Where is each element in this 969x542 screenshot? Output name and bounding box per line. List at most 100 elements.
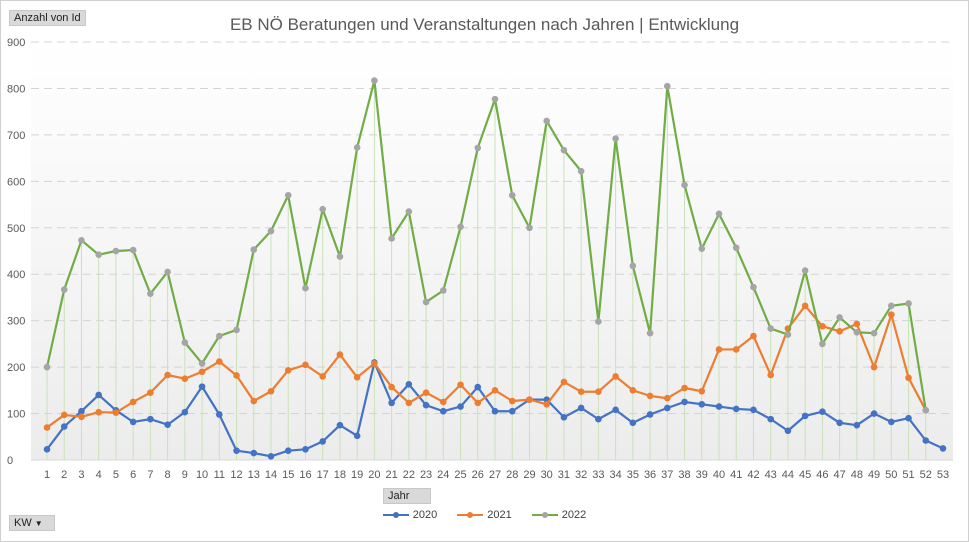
x-tick-label: 17 xyxy=(317,469,329,481)
data-point-2021 xyxy=(508,397,516,405)
data-point-2020 xyxy=(422,401,430,409)
data-point-2022 xyxy=(508,191,516,199)
data-point-2022 xyxy=(440,287,447,294)
y-tick-label: 400 xyxy=(7,269,25,281)
data-point-2022 xyxy=(216,332,223,340)
data-point-2021 xyxy=(284,367,292,374)
x-tick-label: 19 xyxy=(351,469,363,481)
data-point-2020 xyxy=(250,449,258,457)
data-point-2020 xyxy=(474,383,482,391)
data-point-2020 xyxy=(939,445,947,452)
data-point-2022 xyxy=(267,227,275,235)
y-tick-label: 100 xyxy=(7,409,25,421)
x-tick-label: 26 xyxy=(472,469,484,481)
data-point-2020 xyxy=(164,421,171,429)
series-line-2022 xyxy=(45,79,927,411)
data-point-2022 xyxy=(784,331,792,338)
data-point-2021 xyxy=(612,373,619,380)
data-point-2020 xyxy=(43,446,51,453)
data-point-2020 xyxy=(905,414,912,422)
data-point-2020 xyxy=(302,446,309,453)
x-tick-label: 25 xyxy=(454,469,466,481)
y-tick-label: 800 xyxy=(7,83,25,95)
x-tick-label: 41 xyxy=(730,469,742,481)
data-point-2021 xyxy=(371,360,378,367)
data-point-2020 xyxy=(95,391,102,399)
data-point-2021 xyxy=(112,409,120,416)
data-point-2021 xyxy=(888,311,895,318)
data-point-2022 xyxy=(336,253,344,260)
data-point-2021 xyxy=(767,371,774,379)
data-point-2020 xyxy=(198,383,206,390)
data-point-2020 xyxy=(440,407,447,415)
data-point-2020 xyxy=(319,438,326,445)
data-point-2022 xyxy=(577,167,585,175)
data-point-2021 xyxy=(267,387,275,395)
data-point-2020 xyxy=(388,399,395,407)
x-tick-label: 6 xyxy=(130,469,136,481)
data-point-2021 xyxy=(457,381,464,389)
data-point-2021 xyxy=(646,392,654,400)
x-tick-label: 23 xyxy=(420,469,432,481)
legend-item-2021: 2021 xyxy=(457,509,512,521)
data-point-2022 xyxy=(595,318,602,325)
data-point-2022 xyxy=(664,82,671,90)
data-point-2022 xyxy=(853,328,861,336)
x-tick-label: 48 xyxy=(851,469,863,481)
data-point-2022 xyxy=(474,144,482,152)
filter-field-button[interactable]: KW ▼ xyxy=(9,515,55,531)
data-point-2020 xyxy=(629,419,637,427)
data-point-2021 xyxy=(474,399,482,407)
x-tick-label: 53 xyxy=(937,469,949,481)
data-point-2021 xyxy=(147,389,154,396)
data-point-2021 xyxy=(819,322,826,330)
data-point-2022 xyxy=(129,246,137,254)
data-point-2020 xyxy=(922,437,930,444)
data-point-2020 xyxy=(681,398,688,406)
data-point-2020 xyxy=(233,447,240,455)
axis-field-button[interactable]: Jahr xyxy=(383,488,431,504)
y-tick-label: 0 xyxy=(7,455,13,467)
x-tick-label: 12 xyxy=(230,469,242,481)
data-point-2020 xyxy=(715,403,723,410)
data-point-2022 xyxy=(78,237,85,244)
data-point-2021 xyxy=(801,302,809,310)
data-point-2021 xyxy=(715,346,723,353)
x-tick-label: 43 xyxy=(765,469,777,481)
data-point-2021 xyxy=(853,320,861,328)
x-tick-label: 2 xyxy=(61,469,67,481)
y-tick-label: 200 xyxy=(7,362,25,374)
data-point-2021 xyxy=(440,398,447,406)
data-point-2020 xyxy=(181,408,189,416)
x-tick-label: 29 xyxy=(523,469,535,481)
data-point-2022 xyxy=(526,224,533,232)
data-point-2021 xyxy=(164,371,171,379)
data-point-2021 xyxy=(836,328,843,335)
data-point-2021 xyxy=(233,372,240,379)
data-point-2021 xyxy=(681,384,688,392)
value-field-button[interactable]: Anzahl von Id xyxy=(9,10,86,26)
data-point-2022 xyxy=(836,314,843,321)
data-point-2021 xyxy=(491,387,499,394)
data-point-2022 xyxy=(405,208,413,215)
data-point-2020 xyxy=(284,447,292,455)
data-point-2021 xyxy=(629,387,637,394)
x-tick-label: 47 xyxy=(833,469,845,481)
x-tick-label: 11 xyxy=(214,469,225,481)
x-tick-label: 1 xyxy=(44,469,50,481)
dropdown-arrow-icon: ▼ xyxy=(34,519,43,528)
chart-title: EB NÖ Beratungen und Veranstaltungen nac… xyxy=(229,15,740,34)
data-point-2022 xyxy=(250,246,258,253)
y-tick-label: 600 xyxy=(7,176,25,188)
data-point-2022 xyxy=(95,251,102,259)
data-point-2020 xyxy=(853,421,861,429)
series-line-2021 xyxy=(46,304,927,429)
x-tick-label: 38 xyxy=(678,469,690,481)
x-tick-label: 37 xyxy=(661,469,673,481)
legend-item-2020: 2020 xyxy=(382,509,437,521)
data-point-2020 xyxy=(457,403,464,410)
data-point-2021 xyxy=(353,374,361,381)
data-point-2020 xyxy=(750,406,757,414)
legend-marker-icon xyxy=(531,512,558,518)
x-tick-label: 3 xyxy=(78,469,84,481)
